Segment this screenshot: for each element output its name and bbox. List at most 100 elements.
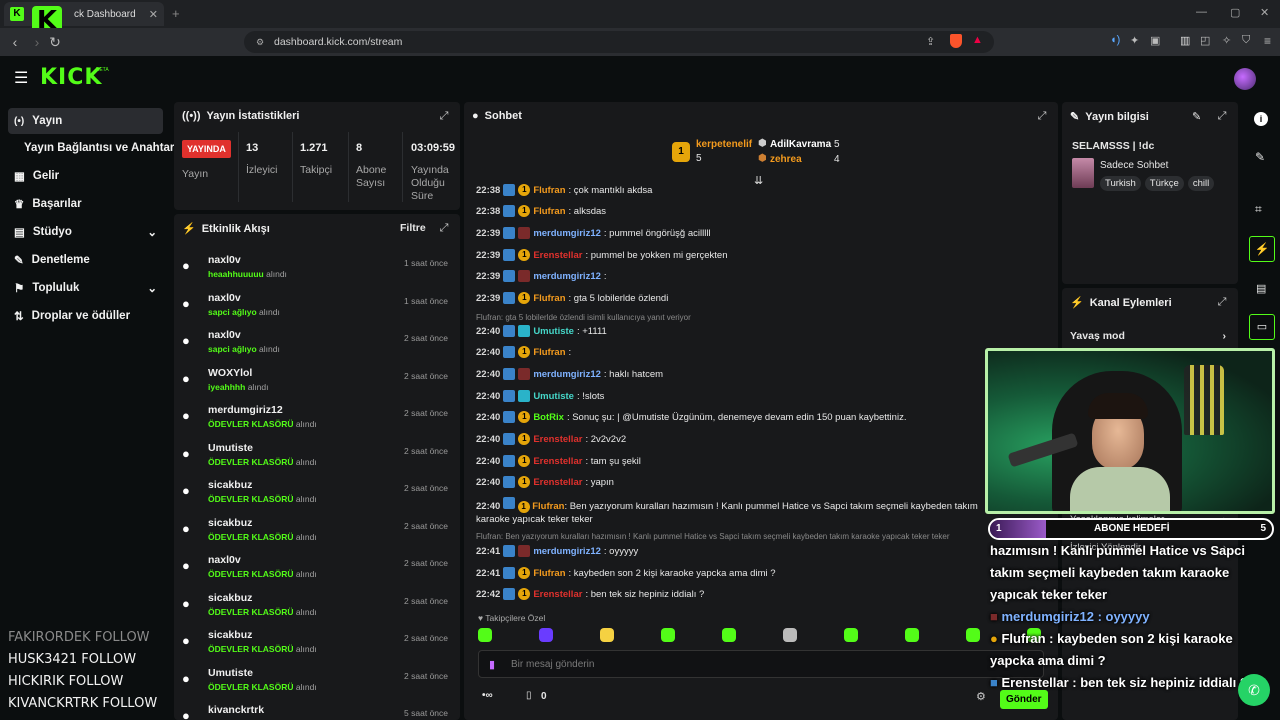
category-name[interactable]: Sadece Sohbet [1100,160,1169,171]
emote-icon[interactable] [722,628,736,642]
chat-username[interactable]: Flufran [532,501,565,512]
chat-settings-icon[interactable]: ⚙ [976,691,986,703]
quick-action-icon[interactable]: ⚡ [1249,236,1275,262]
activity-user[interactable]: naxl0v [208,329,241,341]
expand-icon[interactable]: ⤢ [1037,110,1047,122]
info-icon[interactable]: i [1254,112,1268,126]
pencil-icon[interactable]: ✎ [1255,150,1266,164]
activity-user[interactable]: naxl0v [208,554,241,566]
chat-username[interactable]: Erenstellar [533,249,583,261]
share-icon[interactable]: ⇪ [926,36,936,48]
chat-username[interactable]: Flufran [533,292,566,304]
menu-icon[interactable]: ≡ [1264,34,1272,48]
crop-icon[interactable]: ⌗ [1255,202,1262,216]
edit-icon[interactable]: ✎ [1192,111,1202,123]
send-button[interactable]: Gönder [1000,690,1048,709]
brave-shield-icon[interactable] [950,34,962,48]
activity-user[interactable]: WOXYlol [208,366,253,379]
activity-user[interactable]: Umutiste [208,441,253,454]
emote-icon[interactable] [905,628,919,642]
sidebar-item-studio[interactable]: ▤ Stüdyo ⌄ [8,219,163,245]
chat-username[interactable]: merdumgiriz12 [533,368,601,380]
sidebar-toggle-icon[interactable]: ▥ [1180,35,1191,47]
chat-username[interactable]: Erenstellar [533,433,583,445]
whatsapp-icon[interactable]: ✆ [1238,674,1270,706]
wallet-icon[interactable]: ◰ [1200,35,1211,47]
leader-name[interactable]: AdilKavrama [770,139,832,150]
chat-username[interactable]: merdumgiriz12 [533,227,601,239]
notes-icon[interactable]: ▤ [1256,283,1267,295]
back-icon[interactable]: ‹ [12,34,18,50]
minimize-icon[interactable]: — [1196,6,1207,18]
maximize-icon[interactable]: ▢ [1230,7,1241,19]
mic-icon[interactable]: ▮ [489,659,496,671]
activity-user[interactable]: naxl0v [208,254,241,266]
extension-2-icon[interactable]: ▣ [1150,35,1161,47]
emote-icon[interactable] [478,628,492,642]
extensions-icon[interactable]: ✦ [1130,35,1140,47]
browser-tab[interactable]: K ck Dashboard ✕ [4,2,164,26]
leader-name[interactable]: zehrea [770,154,802,165]
kick-logo[interactable]: KICK [40,65,103,90]
emote-icon[interactable] [844,628,858,642]
chat-username[interactable]: Flufran [533,346,566,358]
sidebar-item-moderation[interactable]: ✎ Denetleme [8,247,163,273]
chat-username[interactable]: Flufran [533,184,566,196]
chat-username[interactable]: Umutiste [533,390,574,402]
expand-icon[interactable]: ⤢ [1217,110,1227,122]
sidebar-item-community[interactable]: ⚑ Topluluk ⌄ [8,275,163,301]
sidebar-item-stream[interactable]: (•) Yayın [8,108,163,134]
chat-input-box[interactable]: ▮ Bir mesaj gönderin [478,650,1044,678]
activity-user[interactable]: sicakbuz [208,591,253,604]
activity-user[interactable]: kivanckrtrk [208,704,265,716]
channel-points[interactable]: •∞ [482,690,493,701]
chat-username[interactable]: Flufran [533,205,566,217]
scroll-to-latest-icon[interactable]: ⇊ [754,175,764,187]
activity-user[interactable]: naxl0v [208,291,241,304]
emote-icon[interactable] [1027,628,1041,642]
leader-name[interactable]: kerpetenelif [696,139,753,150]
emote-icon[interactable] [600,628,614,642]
chat-username[interactable]: BotRix [533,411,564,423]
chat-username[interactable]: Erenstellar [533,476,583,488]
expand-icon[interactable]: ⤢ [1217,296,1227,308]
action-slow-mode[interactable]: Yavaş mod › [1070,330,1230,346]
speaker-icon[interactable]: ◖) [1110,34,1121,46]
sidebar-item-stream-key[interactable]: Yayın Bağlantısı ve Anahtarı [18,135,178,161]
brave-rewards-icon[interactable]: ▲ [972,34,983,46]
user-avatar[interactable] [1234,68,1256,90]
close-tab-icon[interactable]: ✕ [148,8,158,21]
url-input[interactable]: ⚙ dashboard.kick.com/stream [244,31,994,53]
emote-icon[interactable] [539,628,553,642]
emote-icon[interactable] [783,628,797,642]
activity-user[interactable]: sicakbuz [208,479,253,491]
tag-chip[interactable]: Türkçe [1144,176,1184,191]
sidebar-item-revenue[interactable]: ▦ Gelir [8,163,163,189]
emote-icon[interactable] [661,628,675,642]
expand-icon[interactable]: ⤢ [439,110,449,122]
sidebar-item-drops[interactable]: ⇅ Droplar ve ödüller [8,303,163,329]
chat-username[interactable]: Flufran [533,567,566,579]
new-tab-icon[interactable]: + [172,6,180,21]
chat-username[interactable]: merdumgiriz12 [533,270,601,282]
chat-username[interactable]: Umutiste [533,325,574,337]
forward-icon[interactable]: › [34,34,40,50]
activity-user[interactable]: Umutiste [208,666,253,679]
leo-icon[interactable]: ✧ [1222,35,1232,47]
chat-popout-icon[interactable]: ▭ [1249,314,1275,340]
tag-chip[interactable]: chill [1187,176,1215,191]
expand-icon[interactable]: ⤢ [439,222,449,234]
sidebar-item-achievements[interactable]: ♛ Başarılar [8,191,163,217]
activity-user[interactable]: sicakbuz [208,629,253,641]
activity-user[interactable]: sicakbuz [208,516,253,529]
close-window-icon[interactable]: ✕ [1260,7,1270,19]
vpn-icon[interactable]: ⛉ [1242,34,1251,46]
chat-username[interactable]: Erenstellar [533,588,583,600]
hamburger-menu-icon[interactable]: ☰ [14,70,29,87]
chat-username[interactable]: Erenstellar [533,455,583,467]
reload-icon[interactable]: ↻ [49,34,61,50]
filter-button[interactable]: Filtre [400,222,426,234]
emote-icon[interactable] [966,628,980,642]
chat-username[interactable]: merdumgiriz12 [533,545,601,557]
tag-chip[interactable]: Turkish [1100,176,1141,191]
